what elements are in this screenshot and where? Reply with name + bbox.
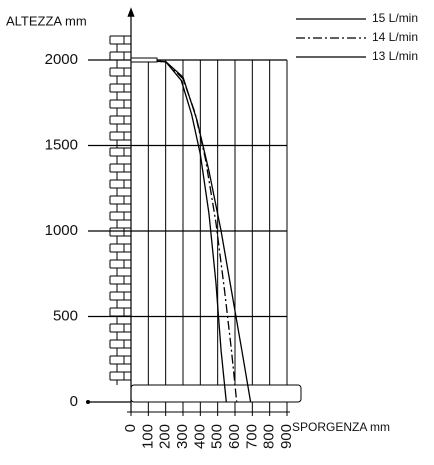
x-tick-label: 100 [139,424,156,449]
x-tick-label: 600 [226,424,243,449]
x-tick-label: 0 [122,424,139,432]
y-tick-label: 500 [53,307,78,324]
y-tick-label: 1000 [45,222,78,239]
x-tick-label: 700 [243,424,260,449]
series-line [130,59,238,403]
legend-label: 13 L/min [372,49,418,63]
y-tick-label: 2000 [45,51,78,68]
nozzle [130,57,158,63]
legend-label: 14 L/min [372,30,418,44]
y-axis-label: ALTEZZA mm [6,13,87,28]
x-tick-label: 500 [209,424,226,449]
x-tick-label: 400 [191,424,208,449]
base [130,384,302,403]
series-line [130,59,227,403]
x-tick-label: 900 [278,424,295,449]
y-tick-label: 0 [70,393,78,410]
x-tick-label: 200 [157,424,174,449]
x-axis-label: SPORGENZA mm [292,420,390,434]
x-tick-label: 800 [261,424,278,449]
x-tick-label: 300 [174,424,191,449]
y-tick-label: 1500 [45,136,78,153]
legend-label: 15 L/min [372,11,418,25]
origin-dot [86,400,90,404]
